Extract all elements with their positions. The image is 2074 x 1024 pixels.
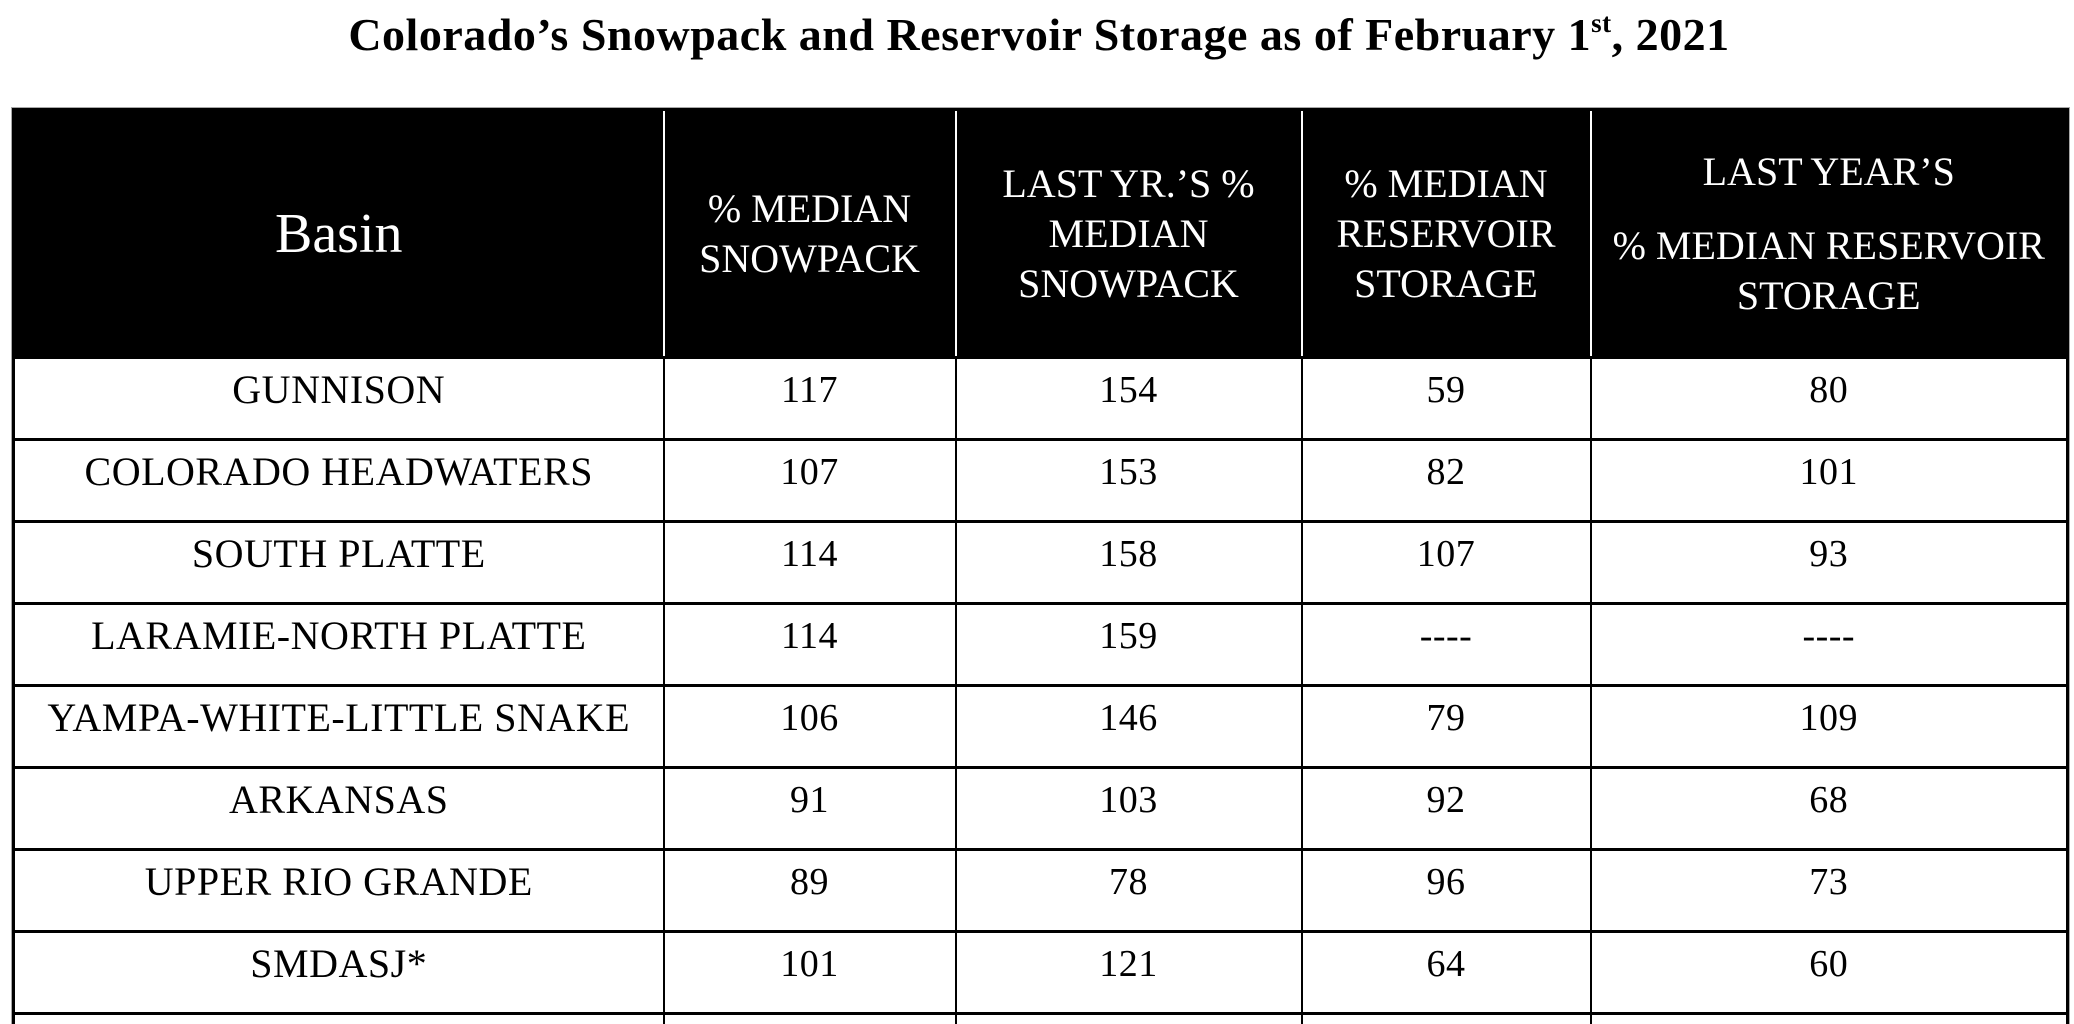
header-cell-pct-median-reservoir-storage: % MEDIAN RESERVOIR STORAGE — [1300, 109, 1591, 358]
header-label: SNOWPACK — [699, 235, 920, 281]
value-cell: 84 — [1589, 1012, 2068, 1024]
value-cell: 78 — [954, 848, 1302, 932]
header-label: % MEDIAN — [1344, 160, 1548, 206]
header-cell-pct-median-snowpack: % MEDIAN SNOWPACK — [662, 109, 956, 358]
value-cell: 93 — [1589, 520, 2068, 604]
header-label: % MEDIAN RESERVOIR — [1612, 222, 2045, 268]
basin-cell: SMDASJ* — [13, 930, 664, 1014]
basin-cell: GUNNISON — [13, 356, 664, 440]
table-row: LARAMIE-NORTH PLATTE 114 159 ---- ---- — [13, 602, 2068, 686]
value-cell: 158 — [954, 520, 1302, 604]
table-body: GUNNISON 117 154 59 80 COLORADO HEADWATE… — [13, 356, 2068, 1024]
value-cell: 92 — [1300, 766, 1591, 850]
table-row: COLORADO HEADWATERS 107 153 82 101 — [13, 438, 2068, 522]
page-title-superscript: st — [1591, 8, 1612, 38]
value-cell: 101 — [662, 930, 956, 1014]
page-title: Colorado’s Snowpack and Reservoir Storag… — [12, 8, 2066, 61]
table-row: UPPER RIO GRANDE 89 78 96 73 — [13, 848, 2068, 932]
page-title-tail: , 2021 — [1611, 9, 1730, 60]
header-label: Basin — [274, 202, 403, 265]
basin-cell: UPPER RIO GRANDE — [13, 848, 664, 932]
basin-cell: COLORADO HEADWATERS — [13, 438, 664, 522]
table-header: Basin % MEDIAN SNOWPACK LAST YR.’S % MED… — [13, 109, 2068, 358]
table-row: STATEWIDE 106 135 78 84 — [13, 1012, 2068, 1024]
value-cell: 59 — [1300, 356, 1591, 440]
header-label: STORAGE — [1354, 260, 1538, 306]
value-cell: ---- — [1300, 602, 1591, 686]
value-cell: 96 — [1300, 848, 1591, 932]
page-title-main: Colorado’s Snowpack and Reservoir Storag… — [348, 9, 1592, 60]
value-cell: 64 — [1300, 930, 1591, 1014]
value-cell: 101 — [1589, 438, 2068, 522]
value-cell: 103 — [954, 766, 1302, 850]
value-cell: 159 — [954, 602, 1302, 686]
value-cell: 80 — [1589, 356, 2068, 440]
value-cell: 60 — [1589, 930, 2068, 1014]
header-cell-last-yr-pct-median-snowpack: LAST YR.’S % MEDIAN SNOWPACK — [954, 109, 1302, 358]
basin-cell: ARKANSAS — [13, 766, 664, 850]
basin-cell: STATEWIDE — [13, 1012, 664, 1024]
value-cell: 106 — [662, 684, 956, 768]
value-cell: 109 — [1589, 684, 2068, 768]
value-cell: 106 — [662, 1012, 956, 1024]
header-label: LAST YEAR’S — [1702, 148, 1955, 194]
value-cell: 117 — [662, 356, 956, 440]
value-cell: 146 — [954, 684, 1302, 768]
value-cell: 154 — [954, 356, 1302, 440]
table-row: YAMPA-WHITE-LITTLE SNAKE 106 146 79 109 — [13, 684, 2068, 768]
table-row: GUNNISON 117 154 59 80 — [13, 356, 2068, 440]
value-cell: 89 — [662, 848, 956, 932]
header-label: LAST YR.’S % — [1002, 160, 1255, 206]
table-row: ARKANSAS 91 103 92 68 — [13, 766, 2068, 850]
header-label: RESERVOIR — [1336, 210, 1556, 256]
value-cell: 79 — [1300, 684, 1591, 768]
value-cell: 153 — [954, 438, 1302, 522]
header-label: MEDIAN — [1048, 210, 1209, 256]
value-cell: 121 — [954, 930, 1302, 1014]
value-cell: ---- — [1589, 602, 2068, 686]
value-cell: 114 — [662, 602, 956, 686]
snowpack-reservoir-table: Basin % MEDIAN SNOWPACK LAST YR.’S % MED… — [11, 107, 2070, 1024]
header-cell-last-years-pct-median-reservoir-storage: LAST YEAR’S % MEDIAN RESERVOIR STORAGE — [1589, 109, 2068, 358]
basin-cell: LARAMIE-NORTH PLATTE — [13, 602, 664, 686]
basin-cell: SOUTH PLATTE — [13, 520, 664, 604]
header-label: SNOWPACK — [1018, 260, 1239, 306]
header-label: STORAGE — [1736, 272, 1921, 318]
table-row: SOUTH PLATTE 114 158 107 93 — [13, 520, 2068, 604]
value-cell: 91 — [662, 766, 956, 850]
value-cell: 107 — [662, 438, 956, 522]
value-cell: 82 — [1300, 438, 1591, 522]
value-cell: 73 — [1589, 848, 2068, 932]
value-cell: 107 — [1300, 520, 1591, 604]
table-row: SMDASJ* 101 121 64 60 — [13, 930, 2068, 1014]
basin-cell: YAMPA-WHITE-LITTLE SNAKE — [13, 684, 664, 768]
value-cell: 68 — [1589, 766, 2068, 850]
header-label: % MEDIAN — [707, 185, 912, 231]
header-row: Basin % MEDIAN SNOWPACK LAST YR.’S % MED… — [13, 109, 2068, 358]
value-cell: 114 — [662, 520, 956, 604]
header-cell-basin: Basin — [13, 109, 664, 358]
value-cell: 78 — [1300, 1012, 1591, 1024]
value-cell: 135 — [954, 1012, 1302, 1024]
